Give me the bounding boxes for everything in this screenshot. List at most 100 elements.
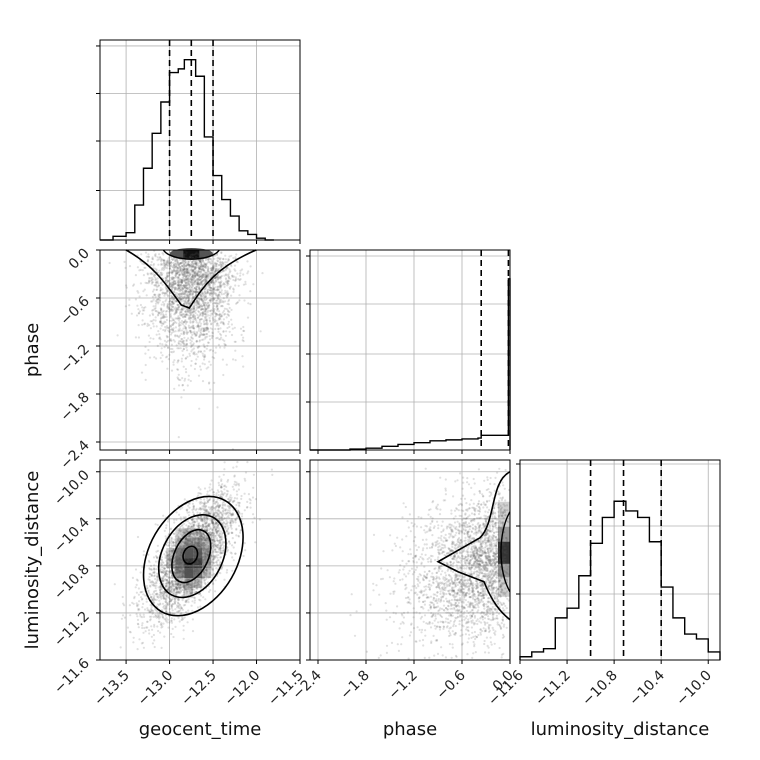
scatter-point	[203, 278, 206, 281]
scatter-point	[148, 572, 151, 575]
scatter-point	[203, 345, 206, 348]
scatter-point	[189, 379, 192, 383]
scatter-point	[174, 282, 177, 285]
scatter-point	[227, 322, 230, 326]
scatter-point	[141, 606, 144, 609]
scatter-point	[200, 581, 203, 584]
scatter-point	[214, 276, 217, 280]
scatter-point	[171, 609, 174, 612]
scatter-point	[212, 266, 215, 269]
scatter-point	[219, 321, 222, 324]
scatter-point	[198, 586, 201, 589]
scatter-point	[212, 309, 215, 312]
scatter-point	[194, 362, 197, 365]
scatter-point	[187, 601, 190, 604]
scatter-point	[224, 258, 227, 261]
scatter-point	[217, 327, 220, 330]
scatter-point	[165, 326, 168, 329]
scatter-point	[224, 300, 227, 303]
scatter-point	[211, 288, 214, 291]
scatter-point	[195, 518, 199, 521]
scatter-point	[198, 407, 201, 410]
scatter-point	[174, 608, 177, 611]
scatter-point	[246, 506, 249, 509]
scatter-point	[194, 283, 197, 286]
scatter-point	[179, 609, 182, 612]
scatter-point	[220, 556, 223, 559]
scatter-point	[172, 319, 175, 322]
scatter-point	[206, 267, 210, 270]
scatter-point	[224, 343, 227, 347]
scatter-point	[182, 297, 185, 300]
scatter-point	[226, 568, 229, 572]
scatter-point	[173, 559, 176, 563]
scatter-point	[234, 349, 237, 352]
scatter-point	[152, 322, 155, 325]
scatter-point	[170, 262, 173, 265]
scatter-point	[147, 255, 150, 258]
scatter-point	[191, 502, 194, 505]
scatter-point	[198, 304, 202, 307]
scatter-point	[196, 345, 199, 348]
scatter-point	[185, 320, 188, 323]
scatter-point	[165, 298, 168, 301]
scatter-point	[219, 298, 222, 301]
scatter-point	[191, 609, 194, 613]
scatter-point	[149, 564, 153, 568]
scatter-point	[177, 303, 180, 307]
scatter-point	[173, 253, 176, 256]
scatter-point	[179, 289, 182, 292]
scatter-point	[172, 635, 175, 639]
scatter-point	[152, 337, 155, 340]
scatter-point	[197, 350, 200, 353]
scatter-point	[184, 262, 187, 265]
scatter-point	[233, 264, 237, 267]
scatter-point	[161, 288, 164, 291]
scatter-point	[216, 289, 220, 292]
scatter-point	[145, 294, 148, 297]
scatter-point	[140, 596, 143, 599]
scatter-point	[179, 508, 182, 511]
scatter-point	[201, 362, 204, 365]
scatter-point	[211, 331, 214, 334]
scatter-point	[186, 296, 189, 299]
scatter-point	[218, 532, 221, 535]
scatter-point	[161, 283, 164, 286]
scatter-point	[210, 273, 213, 277]
scatter-point	[196, 332, 199, 335]
scatter-point	[235, 490, 238, 493]
scatter-point	[170, 544, 173, 547]
scatter-point	[218, 313, 221, 316]
density-cell	[166, 558, 176, 569]
scatter-point	[239, 274, 242, 277]
scatter-point	[238, 501, 241, 505]
scatter-point	[174, 625, 177, 629]
scatter-point	[187, 331, 190, 334]
scatter-point	[228, 268, 231, 271]
scatter-point	[187, 295, 191, 298]
scatter-point	[209, 314, 212, 317]
scatter-point	[213, 291, 216, 294]
scatter-point	[213, 381, 216, 384]
scatter-point	[146, 324, 149, 327]
scatter-point	[169, 316, 172, 319]
scatter-point	[206, 275, 209, 278]
scatter-point	[182, 268, 185, 271]
scatter-point	[238, 294, 241, 297]
scatter-point	[224, 273, 228, 276]
scatter-point	[160, 273, 163, 276]
scatter-point	[181, 341, 184, 344]
scatter-point	[189, 569, 192, 573]
scatter-point	[208, 288, 211, 291]
scatter-point	[230, 294, 233, 297]
scatter-point	[242, 554, 245, 558]
scatter-point	[157, 294, 160, 298]
scatter-point	[190, 335, 193, 339]
scatter-point	[214, 351, 217, 354]
scatter-point	[165, 325, 169, 328]
scatter-point	[191, 321, 194, 324]
scatter-point	[141, 312, 144, 315]
scatter-point	[184, 327, 188, 330]
scatter-point	[222, 322, 225, 325]
scatter-point	[251, 521, 254, 524]
